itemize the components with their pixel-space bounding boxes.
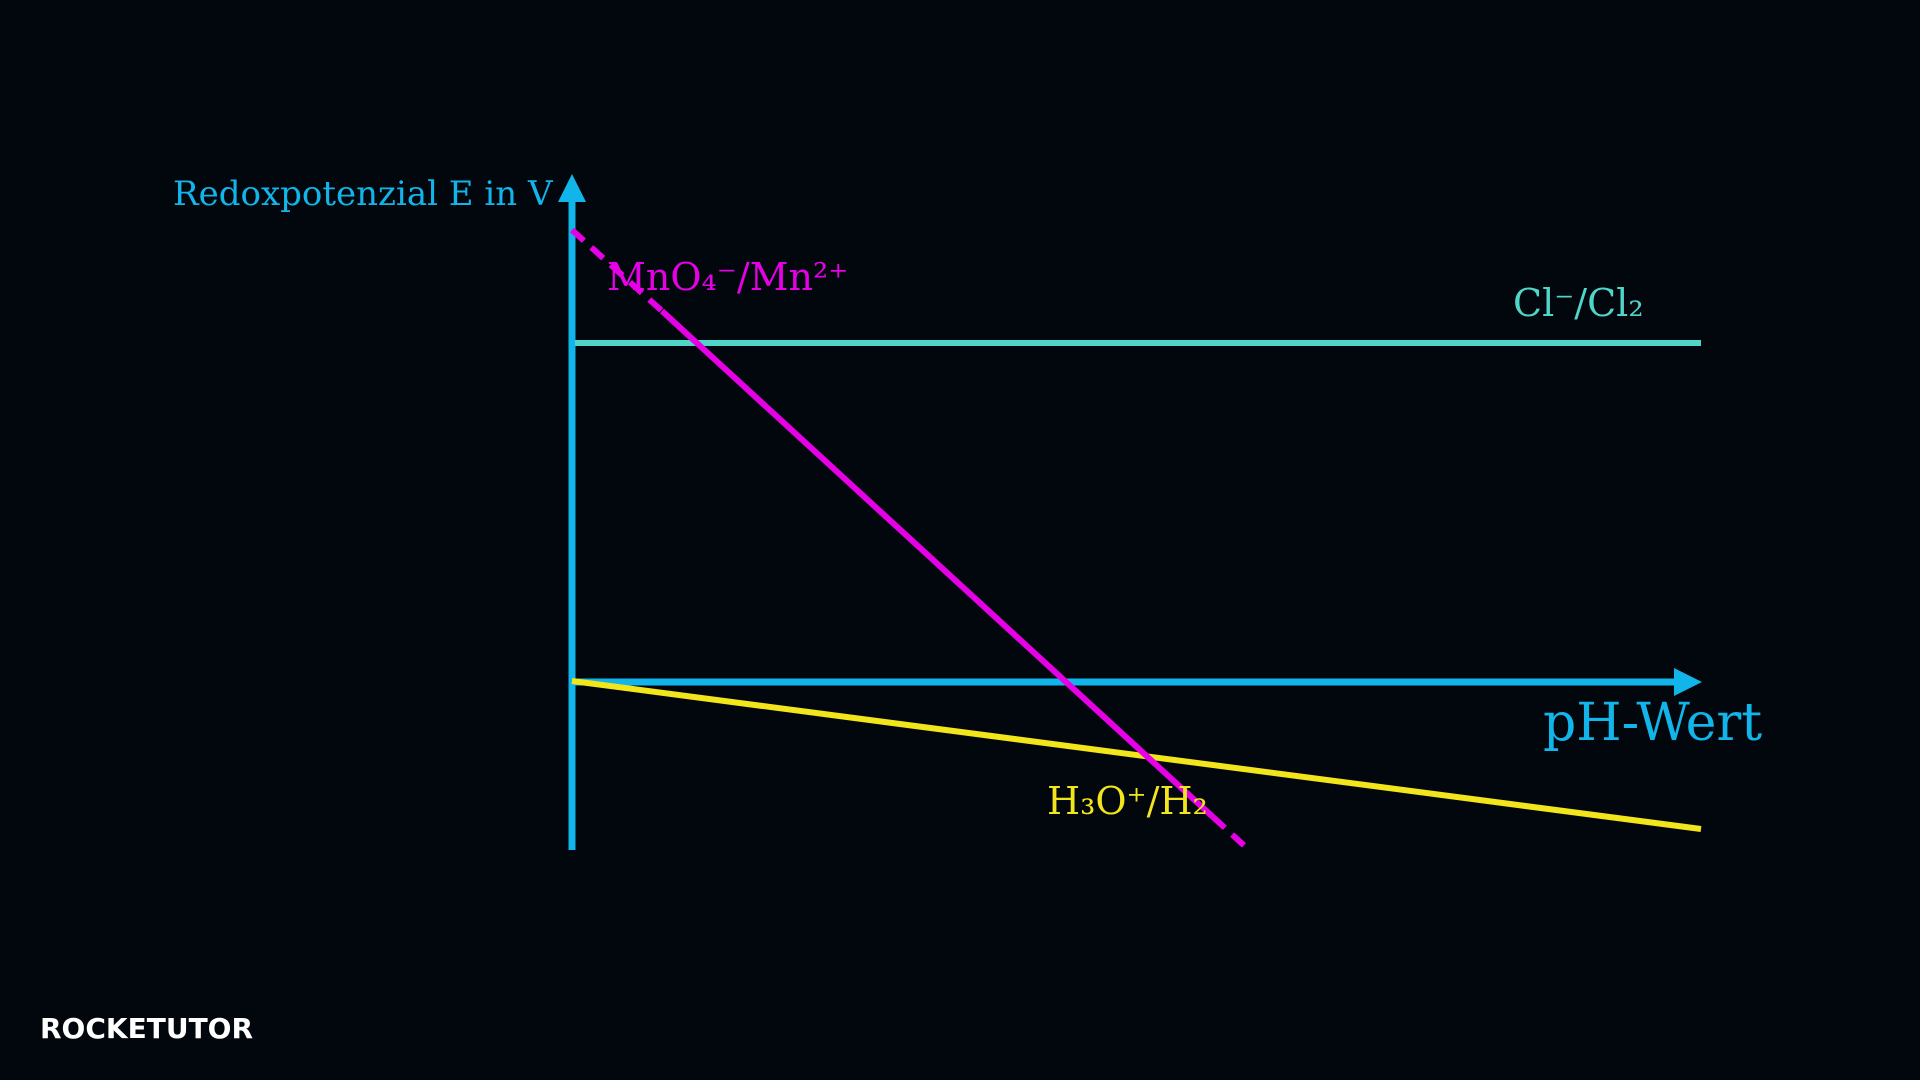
x-axis-label: pH-Wert [1543,693,1762,753]
mn-line-dashed [569,227,665,314]
h-line [571,678,1702,832]
mn-line [659,308,1216,820]
y-axis-arrow [558,174,586,202]
y-axis-label: Redoxpotenzial E in V [173,174,554,214]
logo: ROCKETUTOR [40,1012,253,1045]
line-label: H₃O⁺/H₂ [1047,779,1208,823]
line-label: MnO₄⁻/Mn²⁺ [607,255,848,299]
x-axis-arrow [1674,668,1702,696]
mn-line-dashed [1210,814,1252,853]
line-label: Cl⁻/Cl₂ [1513,281,1644,325]
